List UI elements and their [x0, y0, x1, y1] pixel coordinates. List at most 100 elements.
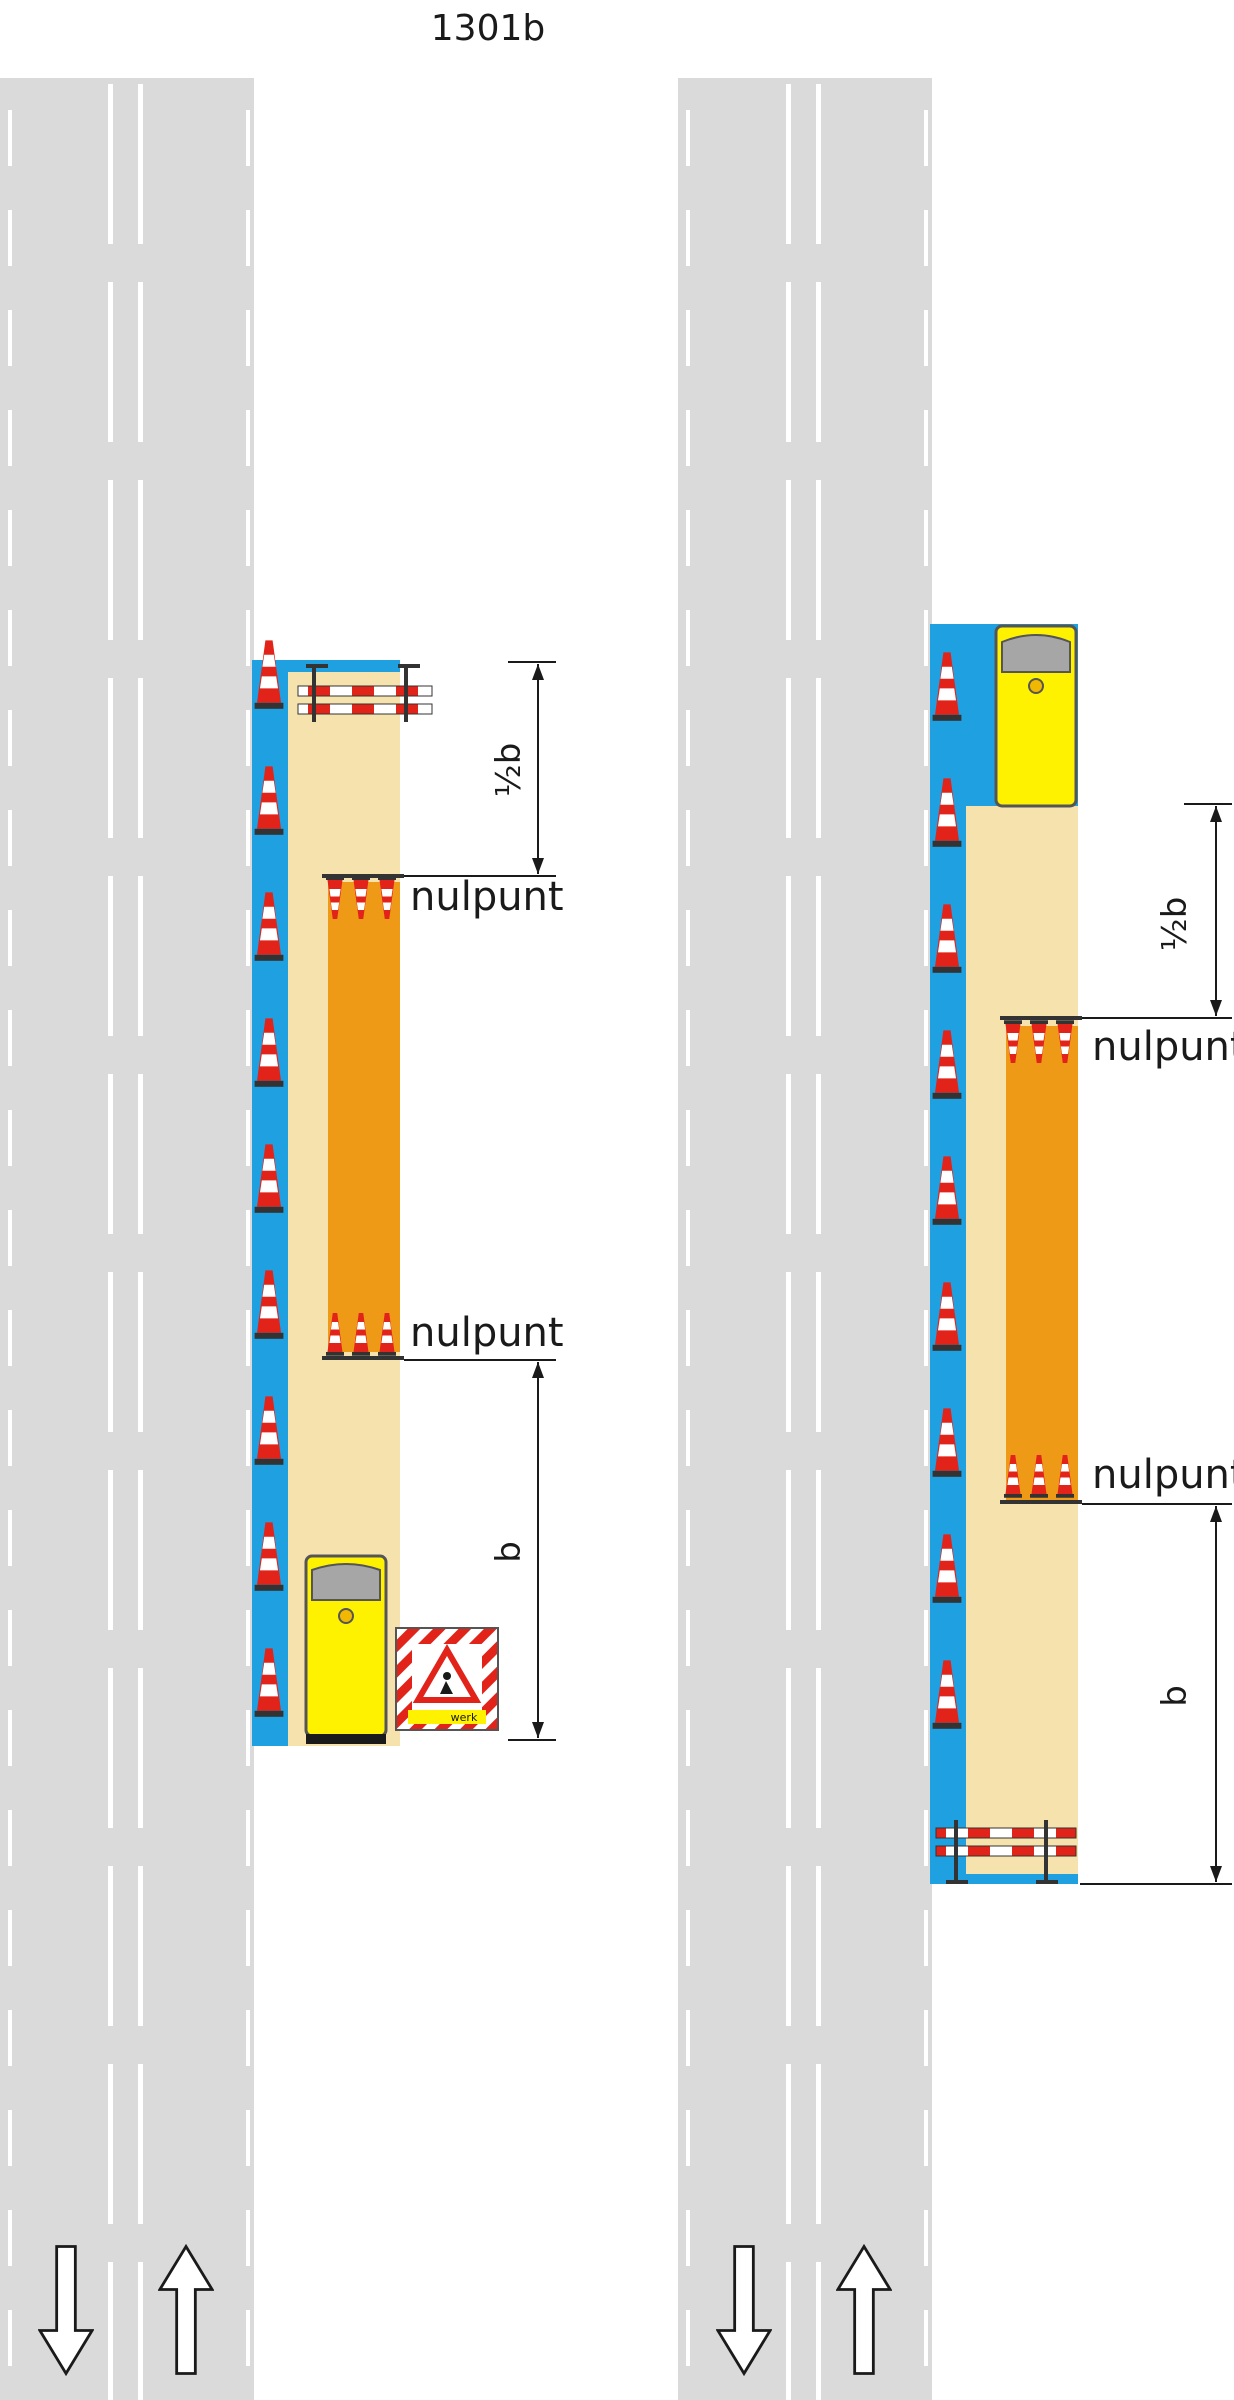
- lane-marking: [786, 1074, 791, 1234]
- lane-marking: [8, 2010, 12, 2066]
- right-cone-row-top: [1000, 1016, 1082, 1063]
- lane-marking: [786, 1668, 791, 1828]
- lane-marking: [246, 2010, 250, 2066]
- lane-marking: [924, 610, 928, 666]
- lane-marking: [924, 410, 928, 466]
- lane-marking: [816, 678, 821, 838]
- lane-marking: [924, 1710, 928, 1766]
- lane-marking: [108, 282, 113, 442]
- right-road-surface: [678, 78, 932, 2400]
- left-work-scheme: werk ½b b nulpunt nulpunt: [252, 640, 564, 1746]
- lane-marking: [246, 910, 250, 966]
- lane-marking: [686, 2310, 690, 2366]
- lane-marking: [8, 1410, 12, 1466]
- lane-marking: [686, 710, 690, 766]
- left-roadworks-sign: werk: [395, 1627, 499, 1731]
- lane-marking: [246, 1010, 250, 1066]
- lane-marking: [786, 1470, 791, 1630]
- lane-marking: [246, 1610, 250, 1666]
- lane-marking: [108, 1668, 113, 1828]
- lane-marking: [246, 1410, 250, 1466]
- left-dimensions: ½b b nulpunt nulpunt: [404, 661, 564, 1741]
- right-lane-markings: [686, 84, 928, 2400]
- lane-marking: [246, 1310, 250, 1366]
- left-zero-point-bottom: nulpunt: [410, 1310, 564, 1356]
- lane-marking: [246, 310, 250, 366]
- lane-marking: [138, 1074, 143, 1234]
- lane-marking: [246, 510, 250, 566]
- lane-marking: [108, 480, 113, 640]
- lane-marking: [816, 876, 821, 1036]
- lane-marking: [246, 1710, 250, 1766]
- right-b-label: b: [1155, 1685, 1195, 1707]
- lane-marking: [924, 2110, 928, 2166]
- right-cone-row-bottom: [1000, 1455, 1082, 1504]
- lane-marking: [246, 1810, 250, 1866]
- lane-marking: [8, 1910, 12, 1966]
- lane-marking: [138, 1272, 143, 1432]
- lane-marking: [924, 1810, 928, 1866]
- lane-marking: [8, 1010, 12, 1066]
- lane-marking: [816, 2262, 821, 2400]
- lane-marking: [8, 2110, 12, 2166]
- lane-marking: [816, 1668, 821, 1828]
- lane-marking: [786, 84, 791, 244]
- lane-marking: [686, 610, 690, 666]
- lane-marking: [924, 1110, 928, 1166]
- lane-marking: [924, 910, 928, 966]
- lane-marking: [108, 1272, 113, 1432]
- lane-marking: [686, 1510, 690, 1566]
- lane-marking: [246, 2110, 250, 2166]
- right-dimensions: ½b b nulpunt nulpunt: [1080, 803, 1234, 1885]
- right-bottom-barrier: [935, 1820, 1077, 1884]
- lane-marking: [108, 876, 113, 1036]
- lane-marking: [816, 2064, 821, 2224]
- lane-marking: [8, 1110, 12, 1166]
- lane-marking: [786, 2064, 791, 2224]
- right-vehicle: [994, 624, 1078, 808]
- lane-marking: [108, 2262, 113, 2400]
- lane-marking: [108, 1470, 113, 1630]
- left-cone-row-bottom: [322, 1313, 404, 1360]
- lane-marking: [816, 1272, 821, 1432]
- lane-marking: [816, 1074, 821, 1234]
- lane-marking: [246, 1910, 250, 1966]
- lane-marking: [246, 1510, 250, 1566]
- lane-marking: [924, 110, 928, 166]
- lane-marking: [246, 710, 250, 766]
- lane-marking: [924, 2310, 928, 2366]
- lane-marking: [246, 410, 250, 466]
- lane-marking: [786, 2262, 791, 2400]
- lane-marking: [8, 110, 12, 166]
- lane-marking: [816, 84, 821, 244]
- lane-marking: [924, 2010, 928, 2066]
- lane-marking: [8, 610, 12, 666]
- lane-marking: [8, 910, 12, 966]
- lane-marking: [816, 480, 821, 640]
- lane-marking: [686, 1810, 690, 1866]
- lane-marking: [686, 2010, 690, 2066]
- lane-marking: [686, 1210, 690, 1266]
- left-road-surface: [0, 78, 254, 2400]
- lane-marking: [8, 210, 12, 266]
- right-half-b-label: ½b: [1155, 897, 1195, 952]
- lane-marking: [8, 1810, 12, 1866]
- left-road: [0, 78, 254, 2400]
- lane-marking: [138, 1866, 143, 2026]
- lane-marking: [246, 810, 250, 866]
- left-zero-point-top: nulpunt: [410, 874, 564, 920]
- lane-marking: [8, 810, 12, 866]
- lane-marking: [686, 110, 690, 166]
- lane-marking: [686, 210, 690, 266]
- lane-marking: [924, 710, 928, 766]
- lane-marking: [8, 710, 12, 766]
- lane-marking: [816, 282, 821, 442]
- lane-marking: [686, 1610, 690, 1666]
- lane-marking: [924, 1010, 928, 1066]
- lane-marking: [246, 2210, 250, 2266]
- lane-marking: [924, 2210, 928, 2266]
- figure-code: 1301b: [431, 8, 545, 49]
- right-work-scheme: ½b b nulpunt nulpunt: [930, 624, 1234, 1885]
- lane-marking: [786, 876, 791, 1036]
